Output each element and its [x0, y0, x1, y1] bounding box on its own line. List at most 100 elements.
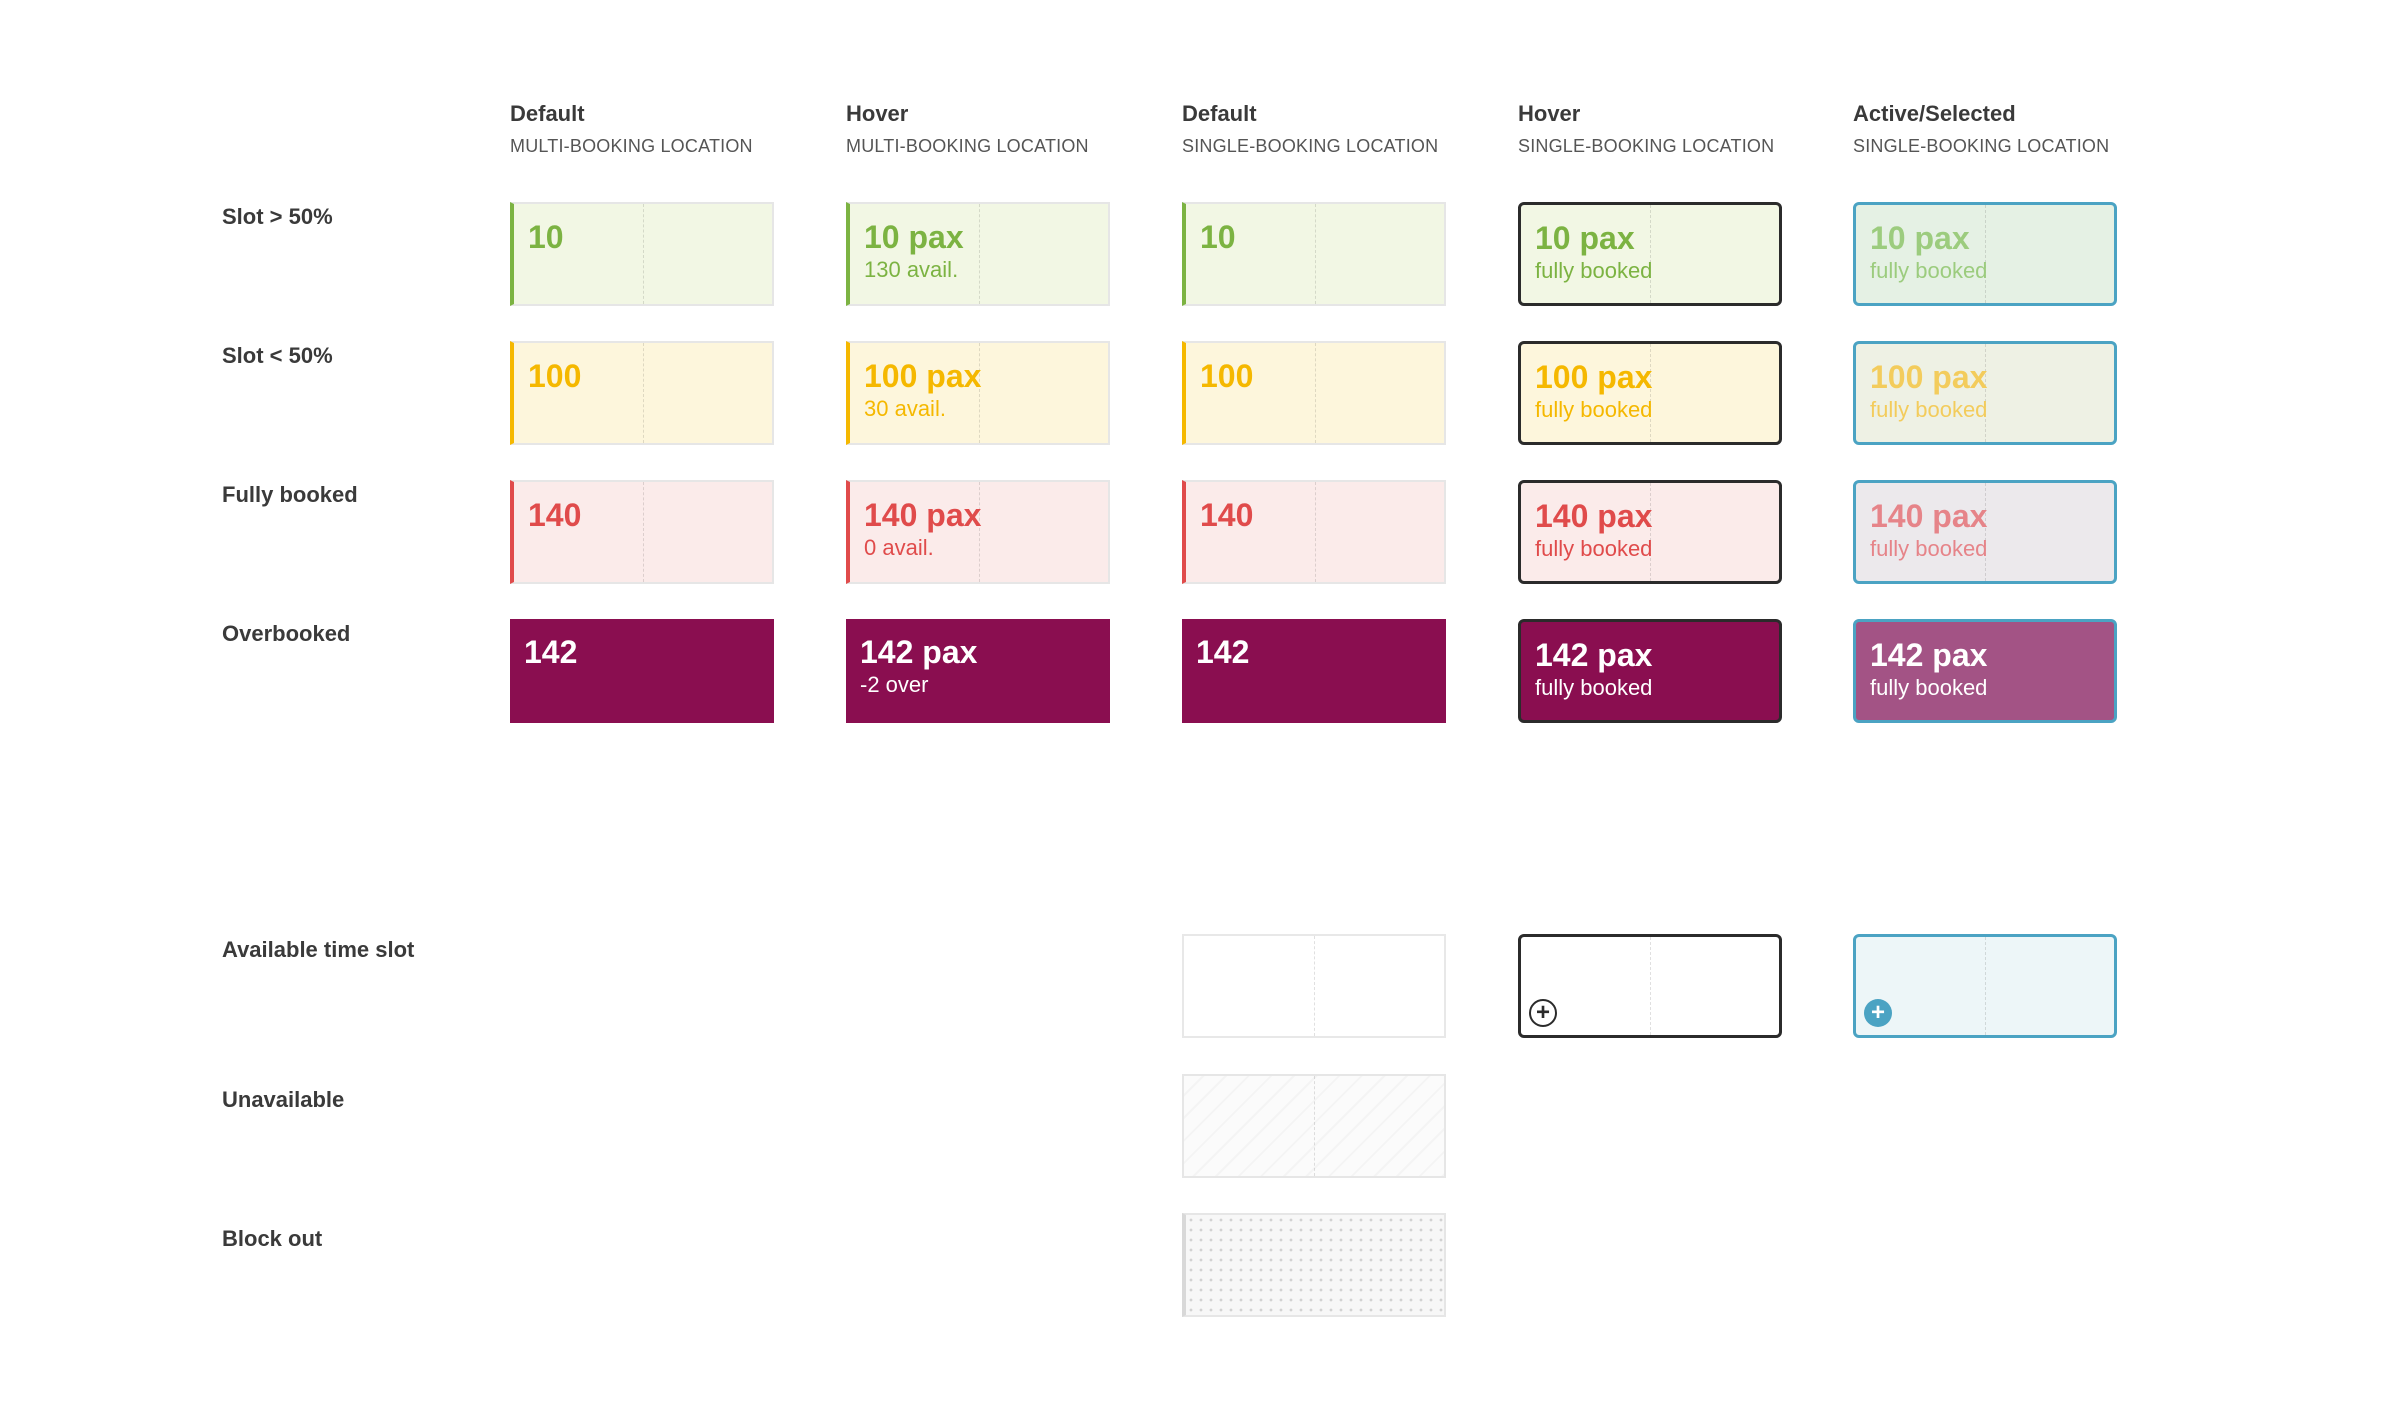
slot-cell-hover-multi[interactable]: 142 pax -2 over — [846, 619, 1110, 723]
slot-divider — [1985, 344, 1986, 442]
column-title: Hover — [846, 101, 909, 126]
add-circle-filled-icon[interactable]: + — [1864, 999, 1892, 1027]
available-slot-default[interactable] — [1182, 934, 1446, 1038]
row-label-block-out: Block out — [222, 1226, 323, 1251]
slot-count: 100 — [528, 358, 582, 394]
slot-pax: 140 pax — [1535, 498, 1653, 534]
column-subtitle: SINGLE-BOOKING LOCATION — [1182, 136, 1439, 156]
slot-pax: 142 pax — [1870, 637, 1988, 673]
slot-count: 140 — [1200, 497, 1254, 533]
slot-cell-default-multi[interactable]: 10 — [510, 202, 774, 306]
slot-divider — [1314, 1076, 1315, 1176]
slot-cell-active-single[interactable]: 140 pax fully booked — [1853, 480, 2117, 584]
row-label-unavailable: Unavailable — [222, 1087, 345, 1112]
slot-divider — [1985, 937, 1986, 1035]
slot-cell-active-single[interactable]: 10 pax fully booked — [1853, 202, 2117, 306]
slot-cell-hover-single[interactable]: 140 pax fully booked — [1518, 480, 1782, 584]
slot-pax: 10 pax — [864, 219, 964, 255]
slot-cell-hover-single[interactable]: 10 pax fully booked — [1518, 202, 1782, 306]
slot-pax: 142 pax — [860, 634, 978, 670]
slot-count: 142 — [1196, 634, 1250, 670]
slot-cell-hover-single[interactable]: 100 pax fully booked — [1518, 341, 1782, 445]
slot-availability: -2 over — [860, 672, 929, 697]
add-circle-icon[interactable]: + — [1529, 999, 1557, 1027]
row-label-slot-over-50: Slot > 50% — [222, 204, 333, 229]
slot-count: 10 — [1200, 219, 1236, 255]
slot-cell-hover-single[interactable]: 142 pax fully booked — [1518, 619, 1782, 723]
column-title: Active/Selected — [1853, 101, 2016, 126]
slot-status: fully booked — [1870, 536, 1988, 561]
slot-count: 140 — [528, 497, 582, 533]
slot-availability: 30 avail. — [864, 396, 946, 421]
slot-pax: 140 pax — [864, 497, 982, 533]
slot-pax: 140 pax — [1870, 498, 1988, 534]
slot-divider — [1985, 205, 1986, 303]
slot-pax: 100 pax — [1535, 359, 1653, 395]
slot-divider — [979, 204, 980, 304]
slot-cell-default-multi[interactable]: 140 — [510, 480, 774, 584]
slot-status: fully booked — [1870, 675, 1988, 700]
slot-divider — [1650, 483, 1651, 581]
slot-status: fully booked — [1535, 397, 1653, 422]
slot-pax: 10 pax — [1870, 220, 1970, 256]
slot-cell-active-single[interactable]: 100 pax fully booked — [1853, 341, 2117, 445]
slot-cell-hover-multi[interactable]: 10 pax 130 avail. — [846, 202, 1110, 306]
row-label-slot-under-50: Slot < 50% — [222, 343, 333, 368]
slot-divider — [1315, 482, 1316, 582]
slot-pax: 100 pax — [1870, 359, 1988, 395]
slot-pax: 100 pax — [864, 358, 982, 394]
slot-pax: 10 pax — [1535, 220, 1635, 256]
slot-divider — [643, 482, 644, 582]
slot-divider — [1315, 343, 1316, 443]
slot-status: fully booked — [1535, 258, 1653, 283]
slot-count: 100 — [1200, 358, 1254, 394]
slot-status: fully booked — [1535, 536, 1653, 561]
slot-cell-default-single[interactable]: 140 — [1182, 480, 1446, 584]
column-header-hover-single: Hover SINGLE-BOOKING LOCATION — [1518, 100, 1818, 159]
block-out-slot — [1182, 1213, 1446, 1317]
slot-cell-default-single[interactable]: 10 — [1182, 202, 1446, 306]
column-title: Hover — [1518, 101, 1581, 126]
slot-cell-default-multi[interactable]: 100 — [510, 341, 774, 445]
slot-divider — [1650, 937, 1651, 1035]
unavailable-slot — [1182, 1074, 1446, 1178]
row-label-available-time-slot: Available time slot — [222, 937, 415, 962]
slot-status: fully booked — [1535, 675, 1653, 700]
slot-cell-default-single[interactable]: 100 — [1182, 341, 1446, 445]
slot-cell-default-single[interactable]: 142 — [1182, 619, 1446, 723]
slot-cell-hover-multi[interactable]: 100 pax 30 avail. — [846, 341, 1110, 445]
column-title: Default — [1182, 101, 1257, 126]
column-subtitle: MULTI-BOOKING LOCATION — [846, 136, 1089, 156]
slot-divider — [1650, 344, 1651, 442]
slot-cell-hover-multi[interactable]: 140 pax 0 avail. — [846, 480, 1110, 584]
available-slot-active[interactable]: + — [1853, 934, 2117, 1038]
slot-divider — [1650, 205, 1651, 303]
column-header-default-multi: Default MULTI-BOOKING LOCATION — [510, 100, 810, 159]
row-label-fully-booked: Fully booked — [222, 482, 358, 507]
column-subtitle: SINGLE-BOOKING LOCATION — [1518, 136, 1775, 156]
slot-divider — [643, 343, 644, 443]
slot-status: fully booked — [1870, 397, 1988, 422]
slot-divider — [979, 343, 980, 443]
column-header-default-single: Default SINGLE-BOOKING LOCATION — [1182, 100, 1482, 159]
slot-cell-active-single[interactable]: 142 pax fully booked — [1853, 619, 2117, 723]
slot-divider — [643, 204, 644, 304]
row-label-overbooked: Overbooked — [222, 621, 351, 646]
slot-availability: 130 avail. — [864, 257, 959, 282]
slot-divider — [1315, 204, 1316, 304]
slot-divider — [1985, 483, 1986, 581]
column-subtitle: MULTI-BOOKING LOCATION — [510, 136, 753, 156]
column-header-hover-multi: Hover MULTI-BOOKING LOCATION — [846, 100, 1146, 159]
column-subtitle: SINGLE-BOOKING LOCATION — [1853, 136, 2110, 156]
slot-divider — [1314, 936, 1315, 1036]
slot-count: 10 — [528, 219, 564, 255]
slot-count: 142 — [524, 634, 578, 670]
slot-availability: 0 avail. — [864, 535, 934, 560]
column-header-active-single: Active/Selected SINGLE-BOOKING LOCATION — [1853, 100, 2153, 159]
available-slot-hover[interactable]: + — [1518, 934, 1782, 1038]
slot-status: fully booked — [1870, 258, 1988, 283]
slot-pax: 142 pax — [1535, 637, 1653, 673]
slot-cell-default-multi[interactable]: 142 — [510, 619, 774, 723]
column-title: Default — [510, 101, 585, 126]
slot-divider — [979, 482, 980, 582]
